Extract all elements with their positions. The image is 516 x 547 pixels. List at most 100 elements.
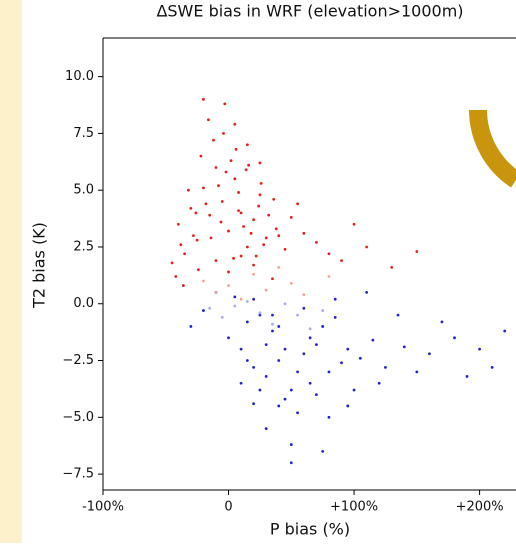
point	[271, 277, 274, 281]
point	[315, 241, 318, 244]
x-tick-label: +100%	[330, 500, 378, 515]
point	[308, 381, 312, 385]
point	[208, 306, 212, 310]
point	[189, 325, 193, 328]
point	[229, 159, 233, 163]
point	[302, 306, 306, 310]
point	[245, 320, 249, 324]
point	[346, 404, 350, 408]
point	[214, 166, 218, 169]
point	[204, 202, 208, 206]
point	[296, 411, 299, 415]
point	[174, 275, 178, 278]
point	[252, 297, 256, 301]
point	[227, 270, 230, 274]
point	[302, 293, 306, 297]
point	[277, 234, 281, 238]
point	[183, 252, 186, 256]
point	[296, 370, 299, 374]
x-tick-label: +200%	[456, 500, 504, 515]
point	[289, 443, 293, 446]
point	[219, 220, 223, 224]
point	[179, 243, 183, 247]
y-tick-label: −7.5	[62, 467, 94, 482]
point	[390, 266, 394, 269]
point	[252, 263, 256, 267]
point	[283, 247, 287, 251]
point	[214, 290, 218, 294]
y-tick-label: 5.0	[73, 183, 94, 198]
point	[186, 188, 190, 192]
point	[296, 313, 299, 317]
y-tick-label: 0.0	[73, 296, 94, 311]
point	[271, 313, 274, 317]
point	[283, 347, 287, 351]
point	[239, 211, 243, 215]
point	[427, 352, 431, 356]
point	[274, 227, 278, 231]
point	[197, 268, 200, 272]
point	[217, 184, 220, 188]
point	[181, 284, 185, 287]
y-tick-label: 7.5	[73, 126, 94, 141]
point	[209, 236, 213, 240]
point	[237, 191, 240, 194]
point	[308, 336, 312, 340]
point	[191, 234, 195, 238]
point	[271, 322, 274, 326]
point	[227, 229, 230, 233]
point	[208, 213, 212, 217]
point	[490, 365, 494, 369]
x-tick-label: -100%	[82, 500, 124, 515]
figure	[22, 0, 516, 543]
point	[245, 245, 249, 249]
point	[289, 388, 293, 392]
point	[289, 281, 293, 285]
point	[271, 329, 274, 333]
point	[302, 231, 306, 235]
point	[233, 295, 237, 299]
point	[264, 375, 268, 378]
point	[258, 193, 262, 197]
point	[321, 449, 325, 453]
point	[227, 284, 230, 287]
point	[202, 279, 205, 283]
point	[453, 336, 456, 340]
y-tick-label: 2.5	[73, 239, 94, 254]
point	[249, 231, 253, 235]
point	[257, 204, 261, 208]
decorative-arc	[469, 109, 516, 188]
point	[352, 222, 356, 226]
point	[239, 381, 243, 385]
point	[277, 266, 281, 269]
point	[258, 388, 262, 392]
point	[202, 97, 205, 101]
point	[207, 118, 210, 122]
point	[308, 327, 312, 331]
point	[239, 297, 243, 301]
point	[321, 325, 325, 328]
point	[289, 216, 293, 219]
point	[264, 427, 268, 431]
x-tick-label: 0	[224, 500, 232, 515]
point	[283, 302, 287, 306]
point	[252, 402, 256, 406]
point	[247, 163, 251, 167]
point	[371, 338, 375, 342]
point	[365, 290, 369, 294]
point	[233, 177, 237, 181]
point	[415, 370, 419, 374]
point	[252, 272, 256, 276]
point	[277, 359, 281, 362]
point	[176, 222, 180, 226]
point	[199, 154, 203, 158]
point	[283, 397, 287, 401]
y-tick-label: −2.5	[62, 353, 94, 368]
point	[220, 200, 224, 203]
point	[195, 238, 199, 242]
point	[289, 461, 293, 465]
point	[254, 254, 258, 258]
point	[321, 309, 325, 312]
point	[202, 186, 205, 190]
point	[327, 415, 331, 419]
